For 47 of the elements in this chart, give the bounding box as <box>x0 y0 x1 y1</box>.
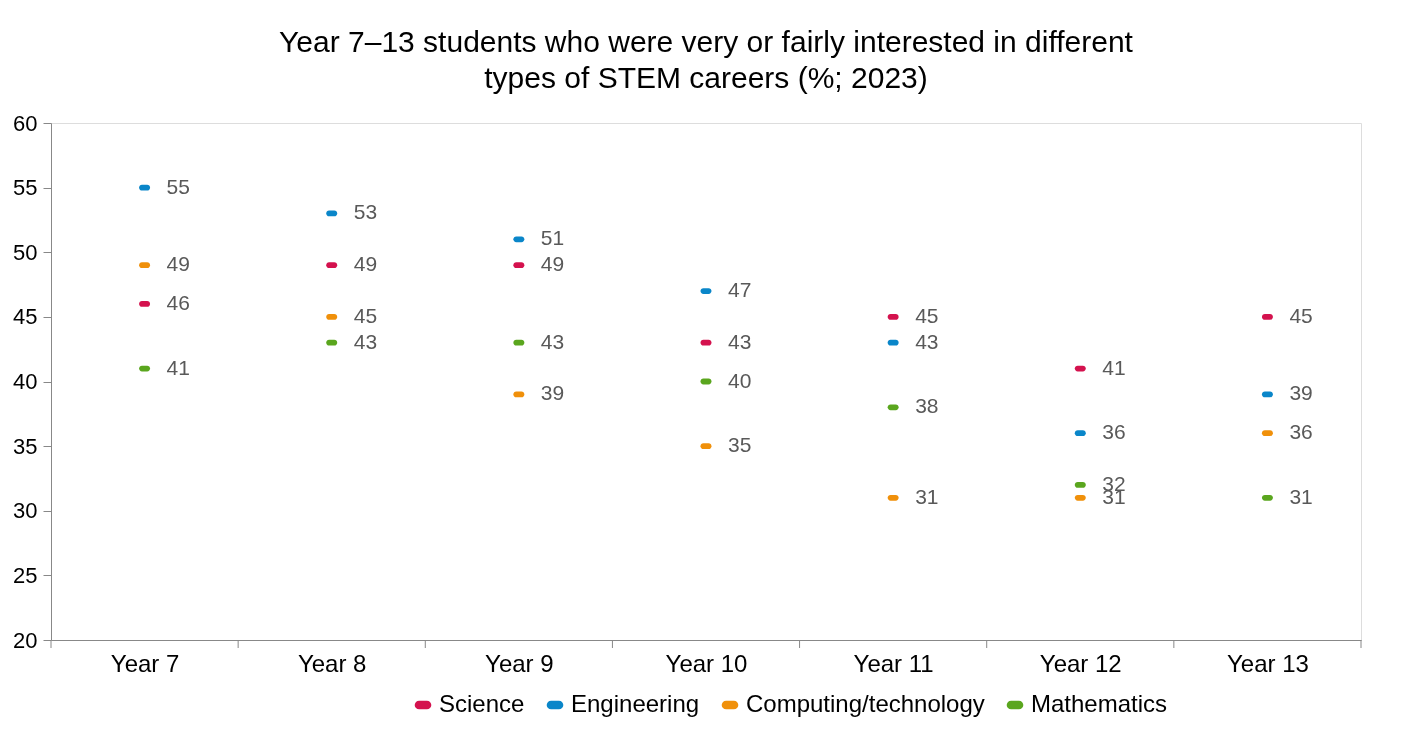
x-tick-label: Year 13 <box>1227 649 1309 677</box>
data-label: 31 <box>1289 484 1313 508</box>
y-tick-label: 50 <box>13 239 38 265</box>
chart-title: Year 7–13 students who were very or fairly interested in different types of STEM careers (%; 2023) <box>279 25 1134 94</box>
data-label: 41 <box>1102 355 1126 379</box>
data-label: 46 <box>166 290 190 314</box>
legend-label: Engineering <box>571 690 700 717</box>
y-tick-label: 60 <box>13 110 38 136</box>
x-tick-label: Year 11 <box>853 649 934 677</box>
data-label: 47 <box>728 278 752 302</box>
legend-label: Science <box>439 690 525 717</box>
data-label: 40 <box>728 368 752 392</box>
data-label: 31 <box>915 484 939 508</box>
data-label: 43 <box>915 329 939 353</box>
data-label: 41 <box>166 355 190 379</box>
data-label: 43 <box>540 329 565 353</box>
data-label: 43 <box>353 329 378 353</box>
data-label: 51 <box>540 226 565 250</box>
x-tick-label: Year 7 <box>110 649 180 677</box>
data-label: 36 <box>1102 420 1126 444</box>
y-tick-label: 25 <box>13 562 38 588</box>
data-label: 55 <box>166 174 190 198</box>
data-label: 35 <box>728 433 752 457</box>
data-label: 49 <box>540 252 565 276</box>
y-tick-label: 30 <box>13 498 38 524</box>
data-label: 45 <box>353 303 378 327</box>
data-label: 39 <box>1289 381 1313 405</box>
y-tick-label: 45 <box>13 304 38 330</box>
legend-label: Mathematics <box>1031 690 1168 717</box>
data-label: 38 <box>915 394 939 418</box>
data-label: 49 <box>353 252 378 276</box>
x-tick-label: Year 10 <box>665 649 748 677</box>
data-label: 43 <box>728 329 752 353</box>
x-tick-label: Year 8 <box>297 649 367 677</box>
data-label: 39 <box>540 381 565 405</box>
data-label: 45 <box>915 303 939 327</box>
y-tick-label: 55 <box>13 175 38 201</box>
x-tick-label: Year 9 <box>485 649 554 677</box>
y-tick-label: 35 <box>13 433 38 459</box>
data-label: 49 <box>166 252 190 276</box>
x-tick-label: Year 12 <box>1039 649 1122 677</box>
y-tick-label: 20 <box>13 627 38 653</box>
data-label: 45 <box>1289 303 1313 327</box>
data-label: 36 <box>1289 420 1313 444</box>
legend-label: Computing/technology <box>746 690 985 717</box>
data-label: 53 <box>353 200 378 224</box>
y-tick-label: 40 <box>13 369 38 394</box>
